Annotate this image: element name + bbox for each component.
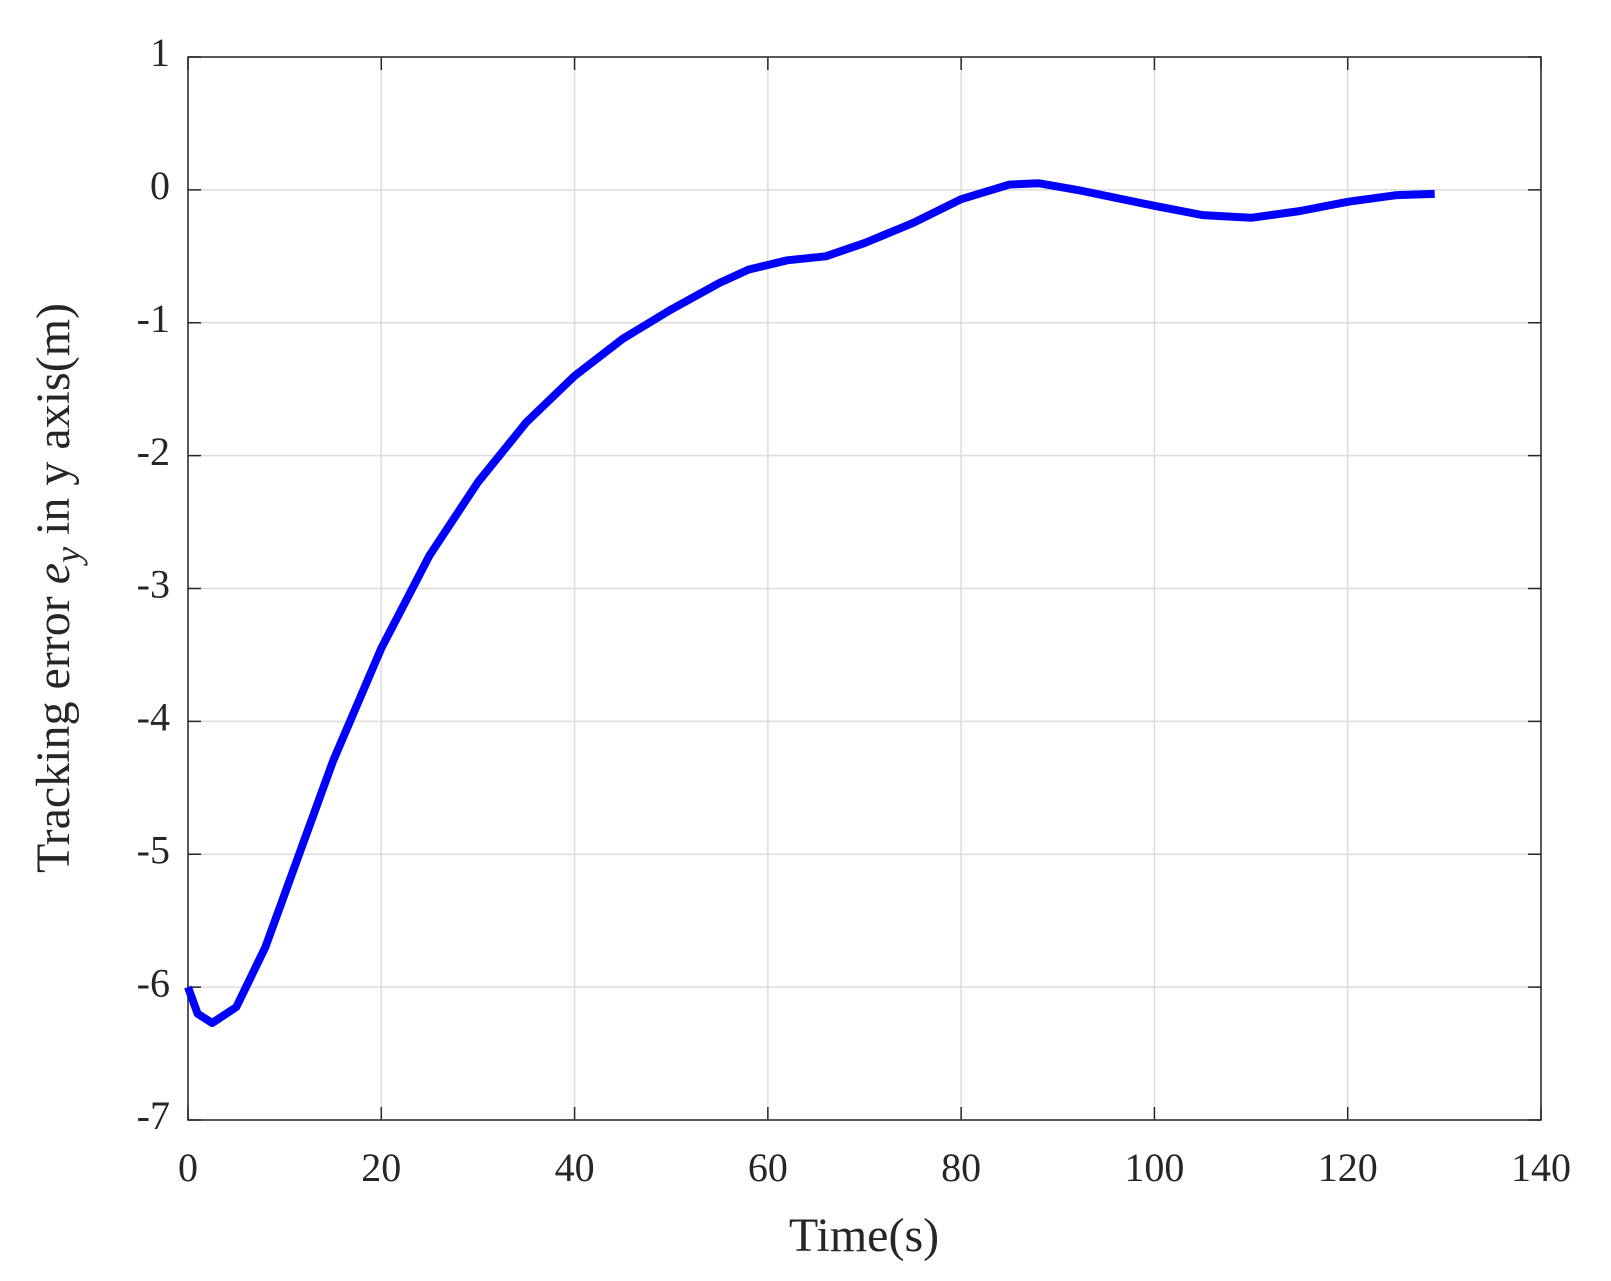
x-tick-label: 100 xyxy=(1124,1145,1184,1190)
y-label-symbol: e xyxy=(27,563,80,584)
x-tick-label: 20 xyxy=(361,1145,401,1190)
y-tick-label: -1 xyxy=(137,296,170,341)
y-label-text: in y axis(m) xyxy=(27,303,80,547)
y-tick-label: -6 xyxy=(137,960,170,1005)
y-tick-label: -3 xyxy=(137,562,170,607)
x-axis-label: Time(s) xyxy=(789,1209,939,1262)
y-tick-label: -4 xyxy=(137,695,170,740)
y-tick-label: 0 xyxy=(150,163,170,208)
y-axis-label: Tracking error ey in y axis(m) xyxy=(27,303,88,873)
data-line xyxy=(184,179,1435,1027)
y-tick-label: 1 xyxy=(150,30,170,75)
x-tick-label: 140 xyxy=(1511,1145,1571,1190)
y-tick-label: -5 xyxy=(137,827,170,872)
x-tick-label: 60 xyxy=(748,1145,788,1190)
y-tick-label: -7 xyxy=(137,1093,170,1138)
plot-frame xyxy=(187,56,1542,1121)
x-tick-label: 80 xyxy=(941,1145,981,1190)
x-tick-label: 0 xyxy=(178,1145,198,1190)
y-label-text: Tracking error xyxy=(27,584,80,873)
x-tick-label: 40 xyxy=(555,1145,595,1190)
x-tick-label: 120 xyxy=(1318,1145,1378,1190)
y-label-subscript: y xyxy=(48,547,88,566)
y-tick-label: -2 xyxy=(137,429,170,474)
